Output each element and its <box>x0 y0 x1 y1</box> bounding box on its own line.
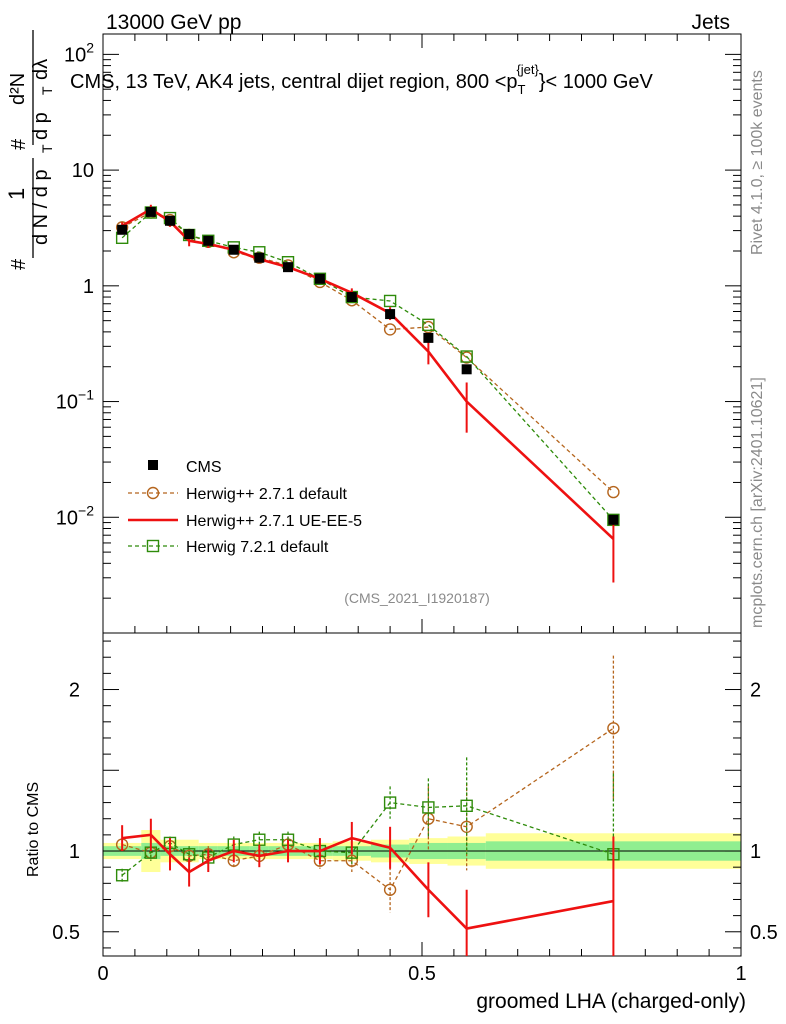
x-tick-label: 0.5 <box>408 963 436 985</box>
ratio-herwig_pp_default-point-9 <box>345 854 359 867</box>
ratio-line-herwig_pp_ueee5 <box>121 833 614 930</box>
main-data-point-9 <box>346 292 357 303</box>
main-data-point-7 <box>283 262 294 273</box>
svg-text:#: # <box>8 138 30 150</box>
x-axis: 0 0.5 1 <box>97 34 747 985</box>
svg-text:dλ: dλ <box>30 59 52 80</box>
ratio-y-tick-label-left: 0.5 <box>52 922 80 944</box>
main-data-point-4 <box>203 235 214 246</box>
svg-text:#: # <box>8 258 30 270</box>
main-data-point-10 <box>385 309 396 320</box>
ratio-panel-frame <box>102 632 742 957</box>
main-herwig_pp_default-point-10 <box>383 323 397 336</box>
legend-label-cms: CMS <box>186 459 222 476</box>
main-y-tick-label: 10−2 <box>56 502 94 529</box>
legend-label-herwig-pp-ueee5: Herwig++ 2.7.1 UE-EE-5 <box>186 513 362 530</box>
legend-label-herwig-pp-default: Herwig++ 2.7.1 default <box>186 486 348 503</box>
ratio-series-herwig_pp_ueee5 <box>121 818 615 956</box>
legend-label-herwig7-default: Herwig 7.2.1 default <box>186 539 329 556</box>
main-y-axis-label: # d N / d p T 1 # d p T dλ d²N <box>4 30 55 270</box>
category-label: Jets <box>691 11 730 34</box>
plot-title: CMS, 13 TeV, AK4 jets, central dijet reg… <box>70 62 654 97</box>
x-axis-label: groomed LHA (charged-only) <box>476 990 746 1013</box>
main-data-point-8 <box>314 273 325 284</box>
main-data-point-12 <box>461 364 472 375</box>
legend: CMS Herwig++ 2.7.1 default Herwig++ 2.7.… <box>128 459 362 556</box>
legend-item-herwig7-default: Herwig 7.2.1 default <box>128 539 329 556</box>
main-y-axis: 102 10 1 10−1 10−2 <box>56 39 741 634</box>
ratio-herwig7_default-point-10 <box>383 796 397 809</box>
ratio-herwig_pp_default-point-12 <box>460 820 473 833</box>
ratio-series-layer <box>115 655 620 956</box>
svg-text:d p: d p <box>30 112 52 140</box>
energy-label: 13000 GeV pp <box>106 11 241 34</box>
ratio-y-tick-label-right: 1 <box>750 841 761 863</box>
main-y-tick-label: 10 <box>72 160 94 182</box>
svg-text:1: 1 <box>4 188 29 200</box>
main-data-point-3 <box>184 229 195 240</box>
main-line-herwig_pp_default <box>121 211 614 493</box>
main-herwig7_default-point-11 <box>422 318 435 332</box>
main-data-point-1 <box>145 206 156 217</box>
ratio-herwig_pp_default-point-10 <box>383 883 397 896</box>
ratio-y-tick-label-right: 0.5 <box>750 922 778 944</box>
legend-item-herwig-pp-default: Herwig++ 2.7.1 default <box>128 486 348 503</box>
legend-item-cms: CMS <box>148 459 222 476</box>
ratio-series-herwig_pp_default <box>115 655 620 913</box>
main-data-point-2 <box>164 215 175 226</box>
ratio-line-herwig7_default <box>121 801 614 876</box>
ratio-herwig_pp_default-point-13 <box>607 722 620 735</box>
main-data-point-6 <box>254 252 265 263</box>
main-line-herwig7_default <box>121 211 614 521</box>
main-y-tick-label: 1 <box>83 276 94 298</box>
main-y-tick-label: 10−1 <box>56 387 94 414</box>
ratio-y-tick-label-left: 1 <box>69 841 80 863</box>
main-herwig7_default-point-8 <box>313 272 327 286</box>
analysis-tag: (CMS_2021_I1920187) <box>344 590 490 606</box>
rivet-version-label: Rivet 4.1.0, ≥ 100k events <box>749 70 766 255</box>
ratio-y-axis-label: Ratio to CMS <box>25 782 42 877</box>
legend-item-herwig-pp-ueee5: Herwig++ 2.7.1 UE-EE-5 <box>128 513 362 530</box>
ratio-y-axis: 0.5 0.5 1 1 2 2 <box>52 640 778 949</box>
main-data-point-11 <box>423 332 434 343</box>
ratio-y-tick-label-left: 2 <box>69 680 80 702</box>
main-herwig7_default-point-10 <box>383 294 397 308</box>
main-series-data <box>117 206 619 525</box>
main-data-point-13 <box>608 514 619 525</box>
ratio-herwig7_default-point-11 <box>422 801 435 814</box>
main-series-herwig7_default <box>115 206 620 527</box>
x-tick-label: 0 <box>97 963 108 985</box>
svg-text:T: T <box>39 144 55 153</box>
ratio-y-tick-label-right: 2 <box>750 680 761 702</box>
main-series-layer <box>115 204 620 583</box>
main-y-tick-label: 102 <box>64 39 94 66</box>
main-data-point-5 <box>228 244 239 255</box>
main-data-point-0 <box>117 224 128 235</box>
main-herwig7_default-point-12 <box>460 350 473 363</box>
svg-text:d N / d p: d N / d p <box>30 169 52 245</box>
mcplots-source-label: mcplots.cern.ch [arXiv:2401.10621] <box>749 377 766 628</box>
svg-text:d²N: d²N <box>7 73 29 105</box>
main-herwig_pp_default-point-13 <box>607 485 620 499</box>
ratio-herwig7_default-point-12 <box>460 799 473 813</box>
svg-text:T: T <box>39 86 55 95</box>
main-series-herwig_pp_default <box>115 206 620 499</box>
x-tick-label: 1 <box>735 963 746 985</box>
ratio-herwig7_default-point-0 <box>115 869 129 882</box>
